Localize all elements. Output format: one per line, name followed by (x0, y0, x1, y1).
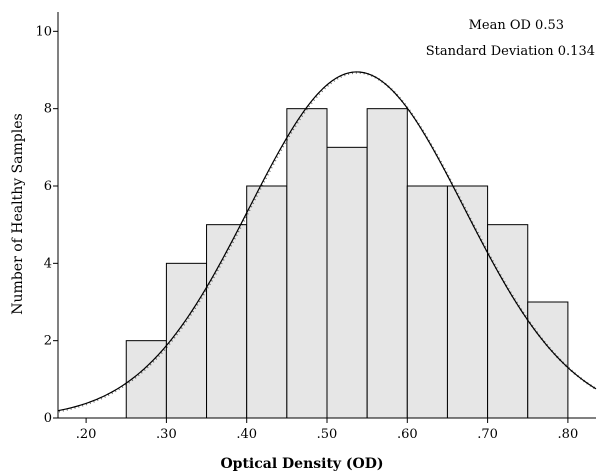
x-tick-label.20: .20 (76, 427, 97, 442)
y-axis-title: Number of Healthy Samples (10, 113, 26, 314)
x-tick-label.50: .50 (317, 427, 338, 442)
sd-annotation: Standard Deviation 0.134 (426, 44, 595, 59)
histogram-bar-2 (165, 262, 208, 419)
histogram-bar-10 (487, 224, 529, 419)
x-tick-label.70: .70 (477, 427, 498, 442)
y-tick-label-10: 10 (35, 24, 52, 39)
y-tick-label-0: 0 (44, 411, 52, 426)
y-tick-label-2: 2 (44, 334, 52, 349)
x-tick-label.80: .80 (558, 427, 579, 442)
histogram-bar-8 (406, 185, 448, 419)
bars-layer (125, 108, 569, 419)
y-tick-label-6: 6 (44, 179, 52, 194)
histogram-bar-4 (246, 185, 288, 419)
x-axis-title: Optical Density (OD) (220, 456, 383, 472)
y-tick-label-4: 4 (44, 256, 52, 271)
curve-layer (57, 71, 598, 413)
mean-annotation: Mean OD 0.53 (469, 18, 564, 33)
histogram-bar-11 (527, 301, 569, 419)
histogram-bar-5 (286, 108, 328, 419)
x-tick-label.40: .40 (236, 427, 257, 442)
histogram-bar-6 (326, 146, 368, 419)
x-tick-label.30: .30 (156, 427, 177, 442)
histogram-bar-3 (206, 224, 248, 419)
histogram-bar-9 (446, 185, 489, 419)
y-tick-label-8: 8 (44, 102, 52, 117)
x-tick-label.60: .60 (397, 427, 418, 442)
histogram-bar-7 (366, 108, 408, 419)
normal-curve-hatch (58, 71, 598, 413)
ticks-layer: 0 2 4 6 8 10 .20 .30 .40 .50 .60 .70 .80 (35, 24, 578, 442)
